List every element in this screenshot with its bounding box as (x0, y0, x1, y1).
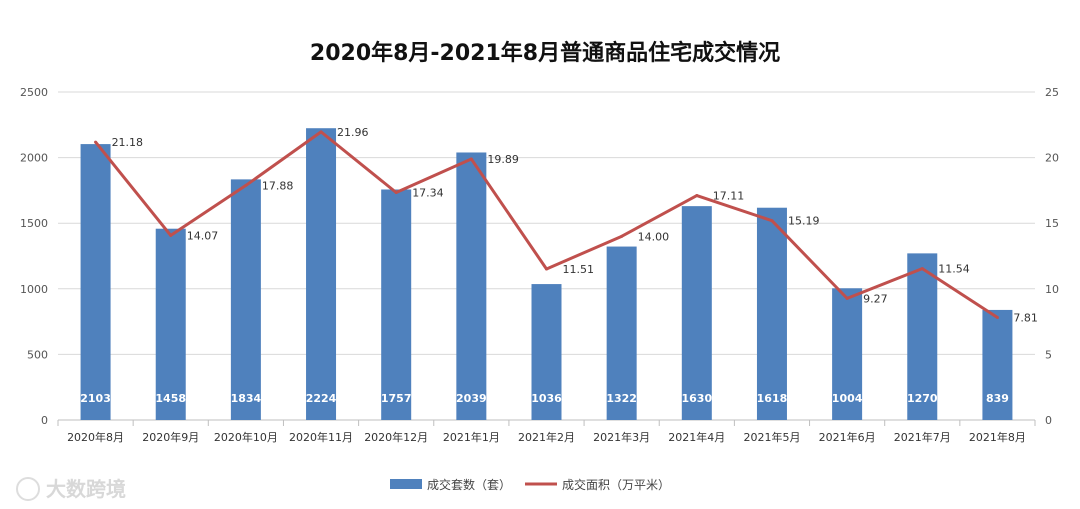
legend: 成交套数（套） 成交面积（万平米） (390, 477, 670, 492)
x-tick-label: 2021年8月 (969, 430, 1026, 444)
bar-value-label: 1834 (231, 392, 262, 405)
legend-bar-swatch (390, 479, 422, 489)
bar (681, 206, 712, 420)
line-point (920, 267, 924, 271)
data-labels: 2103 1458 1834 2224 1757 2039 1036 1322 1630 1618… (80, 126, 1038, 405)
line-value-label: 14.00 (638, 230, 670, 243)
bar-value-label: 1630 (681, 392, 712, 405)
bar-value-label: 1757 (381, 392, 412, 405)
bar (230, 179, 261, 420)
x-tick-label: 2020年9月 (142, 430, 199, 444)
bar-value-label: 1036 (531, 392, 562, 405)
line-value-label: 21.18 (112, 136, 144, 149)
bar-value-label: 1322 (606, 392, 637, 405)
bar-value-label: 839 (986, 392, 1009, 405)
y-left-tick-label: 2000 (20, 152, 48, 165)
line-point (169, 233, 173, 237)
line-point (394, 190, 398, 194)
line-point (695, 194, 699, 198)
y-left-tick-label: 0 (41, 414, 48, 427)
y-right-tick-label: 20 (1045, 152, 1059, 165)
x-tick-label: 2020年12月 (364, 430, 428, 444)
bar (456, 152, 487, 420)
line-point (469, 157, 473, 161)
bar (756, 207, 787, 420)
watermark: 大数跨境 (16, 477, 126, 501)
x-tick-label: 2021年4月 (668, 430, 725, 444)
line-point (545, 267, 548, 271)
y-right-tick-label: 15 (1045, 217, 1059, 230)
x-tick-label: 2021年7月 (894, 430, 951, 444)
bar-value-label: 2103 (80, 392, 111, 405)
y-right-tick-label: 0 (1045, 414, 1052, 427)
bar (80, 144, 111, 420)
bar-value-label: 2224 (306, 392, 337, 405)
line-value-label: 17.88 (262, 179, 294, 192)
y-left-tick-label: 500 (27, 348, 48, 361)
line-point (244, 183, 248, 187)
line-series (94, 130, 999, 320)
line-value-label: 7.81 (1013, 312, 1038, 325)
x-tick-label: 2020年10月 (214, 430, 278, 444)
bar (306, 128, 337, 421)
line-point (94, 140, 98, 144)
bar (606, 246, 637, 420)
bar (531, 284, 562, 420)
line-value-label: 11.54 (938, 263, 970, 276)
x-tick-label: 2021年5月 (743, 430, 800, 444)
line-point (319, 130, 323, 134)
line-value-label: 19.89 (487, 153, 519, 166)
x-tick-label: 2020年8月 (67, 430, 124, 444)
bar (381, 189, 412, 420)
bar-value-label: 1618 (757, 392, 788, 405)
x-tick-label: 2021年3月 (593, 430, 650, 444)
legend-bar-label: 成交套数（套） (427, 477, 511, 492)
bar (907, 253, 938, 420)
watermark-logo-icon (16, 477, 40, 501)
y-left-tick-label: 1500 (20, 217, 48, 230)
line-value-label: 11.51 (563, 263, 595, 276)
bar-value-label: 2039 (456, 392, 487, 405)
bar (982, 309, 1013, 420)
line-value-label: 14.07 (187, 229, 219, 242)
line-value-label: 17.34 (412, 186, 444, 199)
axes: 0 500 1000 1500 2000 2500 0 5 10 15 20 25 2020年8月 202… (20, 86, 1059, 444)
y-right-tick-label: 25 (1045, 86, 1059, 99)
legend-line-label: 成交面积（万平米） (562, 477, 670, 492)
line-point (995, 316, 999, 320)
line-point (845, 296, 849, 300)
bar (155, 228, 186, 420)
line-value-label: 17.11 (713, 190, 745, 203)
line-point (770, 219, 774, 223)
y-left-tick-label: 2500 (20, 86, 48, 99)
bar-value-label: 1270 (907, 392, 938, 405)
x-tick-label: 2021年1月 (443, 430, 500, 444)
x-tick-label: 2020年11月 (289, 430, 353, 444)
y-right-tick-label: 5 (1045, 348, 1052, 361)
y-left-tick-label: 1000 (20, 283, 48, 296)
line-value-label: 9.27 (863, 292, 888, 305)
chart-title: 2020年8月-2021年8月普通商品住宅成交情况 (310, 40, 780, 66)
line-point (620, 234, 624, 238)
line-value-label: 21.96 (337, 126, 369, 139)
y-right-tick-label: 10 (1045, 283, 1059, 296)
line-value-label: 15.19 (788, 215, 820, 228)
bar-value-label: 1458 (155, 392, 186, 405)
bar (832, 288, 863, 420)
x-tick-label: 2021年2月 (518, 430, 575, 444)
bar-series (80, 128, 1013, 421)
bar-value-label: 1004 (832, 392, 863, 405)
watermark-text: 大数跨境 (46, 477, 126, 501)
x-tick-label: 2021年6月 (819, 430, 876, 444)
